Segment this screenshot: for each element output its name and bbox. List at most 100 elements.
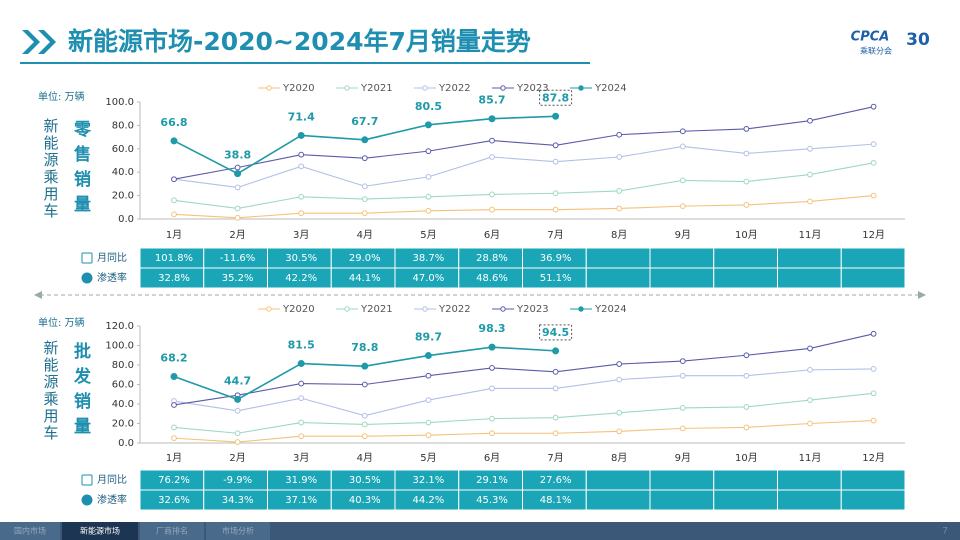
point xyxy=(298,193,305,200)
table-cell xyxy=(585,469,651,491)
point xyxy=(870,330,877,337)
table-cell xyxy=(649,489,715,511)
point xyxy=(616,428,623,435)
x-tick-label: 4月 xyxy=(357,229,373,241)
cell-value: 32.1% xyxy=(413,475,445,486)
y-tick-label: 80.0 xyxy=(112,120,134,131)
legend-label: Y2022 xyxy=(438,83,471,94)
point xyxy=(298,163,305,170)
point xyxy=(361,362,369,370)
data-label: 98.3 xyxy=(478,322,505,335)
point xyxy=(170,373,178,381)
cell-value: 76.2% xyxy=(158,475,190,486)
point xyxy=(489,365,495,371)
table-cell xyxy=(840,489,906,511)
x-tick-label: 11月 xyxy=(799,229,822,241)
y-tick-label: 40.0 xyxy=(112,399,134,410)
legend-marker xyxy=(578,306,584,312)
series-line xyxy=(173,333,874,406)
point xyxy=(361,183,368,190)
footer-tab[interactable] xyxy=(206,522,270,540)
side-label: 新能源乘用车 xyxy=(42,118,60,220)
point xyxy=(679,203,686,210)
point xyxy=(870,417,877,424)
table-cell xyxy=(777,469,842,491)
y-tick-label: 100.0 xyxy=(105,341,134,352)
logo: CPCA xyxy=(851,30,890,45)
cell-value: 28.8% xyxy=(476,253,508,264)
data-label: 85.7 xyxy=(478,94,505,107)
logo-sub: 乘联分会 xyxy=(860,46,892,56)
x-tick-label: 4月 xyxy=(357,452,373,464)
point xyxy=(807,171,813,178)
table-cell xyxy=(840,469,906,491)
point xyxy=(616,376,623,383)
point xyxy=(743,424,750,431)
y-tick-label: 100.0 xyxy=(105,97,134,108)
point xyxy=(489,415,495,422)
data-label: 68.2 xyxy=(160,352,187,365)
data-label: 66.8 xyxy=(160,116,187,129)
legend-label: Y2021 xyxy=(360,304,393,315)
point xyxy=(297,360,305,368)
point xyxy=(489,206,495,213)
legend-label: Y2024 xyxy=(594,304,627,315)
table-cell xyxy=(777,247,842,269)
legend-label: Y2023 xyxy=(516,83,549,94)
x-tick-label: 5月 xyxy=(420,452,436,464)
legend-label: Y2023 xyxy=(516,304,549,315)
series-line xyxy=(173,162,874,210)
footer-tab[interactable] xyxy=(62,522,138,540)
cell-value: 40.3% xyxy=(349,495,381,506)
point xyxy=(361,433,368,440)
x-tick-label: 3月 xyxy=(293,452,309,464)
cell-value: 51.1% xyxy=(540,273,572,284)
table-cell xyxy=(713,489,778,511)
cell-value: 30.5% xyxy=(285,253,317,264)
x-tick-label: 3月 xyxy=(293,229,309,241)
point xyxy=(807,420,813,427)
cell-value: 32.8% xyxy=(158,273,190,284)
point xyxy=(679,128,686,135)
row-label: 渗透率 xyxy=(97,493,127,506)
table-cell xyxy=(840,267,906,289)
legend-marker xyxy=(344,85,350,91)
point xyxy=(361,155,368,162)
point xyxy=(552,347,560,355)
point xyxy=(616,361,623,367)
point xyxy=(743,372,750,379)
cell-value: 44.2% xyxy=(413,495,445,506)
table-cell xyxy=(649,267,715,289)
point xyxy=(298,380,305,387)
footer-tab[interactable] xyxy=(140,522,204,540)
y-tick-label: 60.0 xyxy=(112,380,134,391)
x-tick-label: 8月 xyxy=(611,452,627,464)
cell-value: 47.0% xyxy=(413,273,445,284)
point xyxy=(870,103,877,110)
table-cell xyxy=(649,469,715,491)
highlight-box xyxy=(539,89,573,106)
footer-tab[interactable] xyxy=(0,522,60,540)
cell-value: 101.8% xyxy=(155,253,193,264)
point xyxy=(807,145,813,152)
point xyxy=(425,397,432,404)
point xyxy=(552,142,559,149)
footer-tab-label: 厂商排名 xyxy=(156,526,188,536)
legend-label: Y2022 xyxy=(438,304,471,315)
row-icon xyxy=(81,272,93,284)
x-tick-label: 7月 xyxy=(547,229,563,241)
point xyxy=(425,193,432,200)
point xyxy=(171,211,177,218)
point xyxy=(489,191,495,198)
chart-title: 批发销量 xyxy=(70,341,92,442)
point xyxy=(361,196,368,203)
x-tick-label: 6月 xyxy=(484,452,500,464)
point xyxy=(616,205,623,212)
table-cell xyxy=(777,267,842,289)
series-line xyxy=(173,392,874,434)
data-label: 89.7 xyxy=(415,331,442,344)
chart-title: 零售销量 xyxy=(70,120,92,220)
cell-value: 30.5% xyxy=(349,475,381,486)
point xyxy=(807,366,813,373)
cell-value: 38.7% xyxy=(413,253,445,264)
